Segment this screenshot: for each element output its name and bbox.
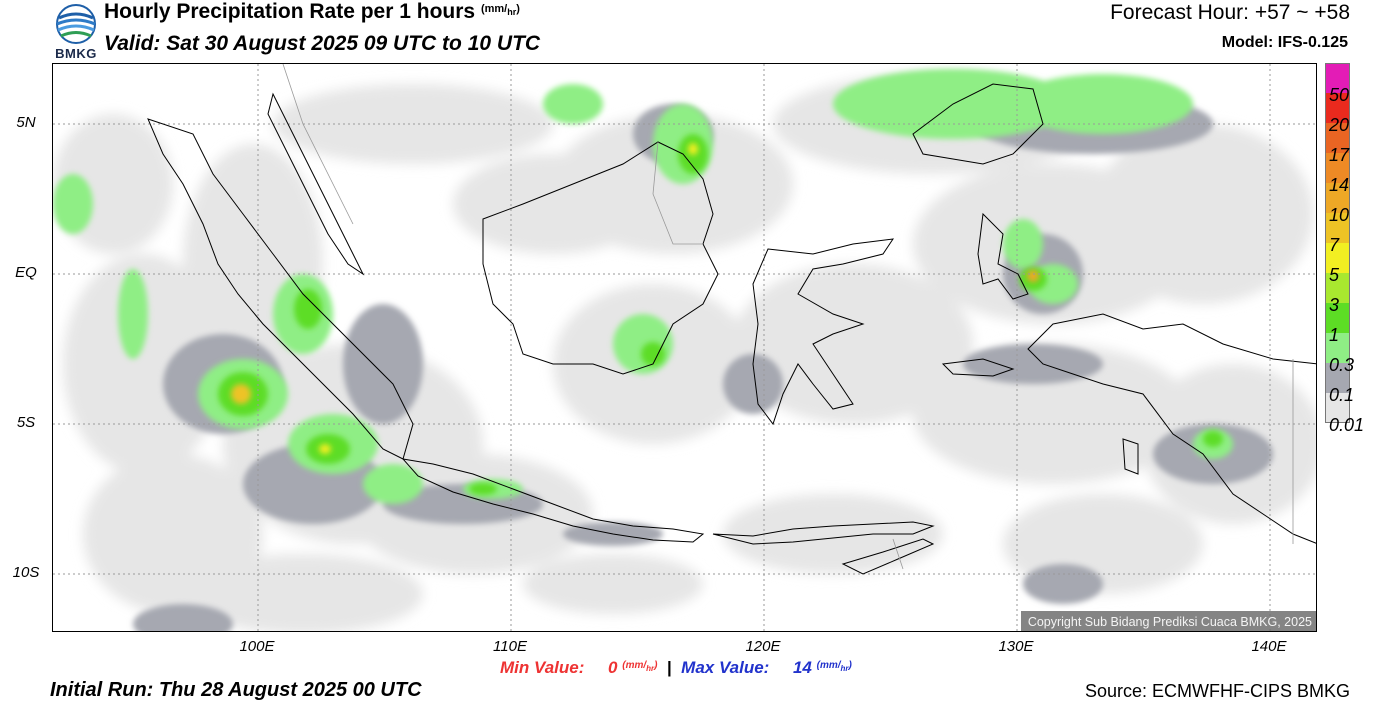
- title-unit: (mm/hr): [480, 3, 520, 17]
- lat-label-5s: 5S: [16, 414, 36, 431]
- colorbar-label: 14: [1329, 175, 1350, 195]
- coastlines: [147, 83, 1316, 575]
- coast-halmahera: [977, 212, 1029, 300]
- coast-aru: [1122, 438, 1139, 475]
- colorbar-label: 0.01: [1329, 415, 1365, 435]
- colorbar-label: 10: [1329, 205, 1350, 225]
- coast-sulawesi: [752, 238, 895, 426]
- colorbar-label: 20: [1329, 115, 1350, 135]
- colorbar-label: 17: [1329, 145, 1350, 165]
- colorbar-label: 0.3: [1329, 355, 1355, 375]
- lon-label-100e: 100E: [239, 638, 275, 655]
- copyright-label: Copyright Sub Bidang Prediksi Cuaca BMKG…: [1020, 611, 1316, 631]
- page-title: Hourly Precipitation Rate per 1 hours (m…: [104, 0, 520, 24]
- lat-label-5n: 5N: [16, 114, 36, 131]
- logo-text: BMKG: [55, 46, 97, 61]
- colorbar-segment: [1325, 123, 1350, 153]
- coast-borneo: [482, 141, 719, 375]
- colorbar-segment: [1325, 333, 1350, 363]
- min-value: 0: [608, 658, 618, 677]
- colorbar-segment: [1325, 363, 1350, 393]
- min-unit: (mm/hr): [622, 660, 658, 673]
- colorbar-label: 7: [1329, 235, 1340, 255]
- coast-java: [401, 458, 705, 543]
- bmkg-globe-icon: [56, 4, 96, 44]
- max-unit: (mm/hr): [816, 660, 852, 673]
- coast-timor: [841, 538, 935, 575]
- coast-mindanao: [912, 83, 1044, 165]
- coast-lesser-sunda: [712, 521, 935, 545]
- min-value-group: Min Value: 0 (mm/hr): [500, 658, 662, 677]
- min-max-separator: |: [662, 658, 677, 677]
- max-unit-top: mm: [819, 660, 838, 671]
- lat-label-10s: 10S: [12, 564, 40, 581]
- colorbar-segment: [1325, 303, 1350, 333]
- min-unit-top: mm: [625, 660, 644, 671]
- colorbar-label: 3: [1329, 295, 1340, 315]
- map-canvas: Copyright Sub Bidang Prediksi Cuaca BMKG…: [53, 64, 1316, 631]
- min-unit-bottom: hr: [646, 664, 655, 673]
- boundaries: [282, 64, 1294, 570]
- initial-run: Initial Run: Thu 28 August 2025 00 UTC: [50, 679, 422, 701]
- colorbar-segment: [1325, 393, 1350, 423]
- colorbar: [1325, 63, 1350, 423]
- lon-label-110e: 110E: [493, 638, 527, 655]
- colorbar-segment: [1325, 273, 1350, 303]
- lon-label-120e: 120E: [745, 638, 781, 655]
- bmkg-logo: BMKG: [50, 2, 102, 61]
- max-value: 14: [792, 658, 812, 677]
- title-text: Hourly Precipitation Rate per 1 hours: [104, 0, 476, 23]
- model-label: Model: IFS-0.125: [1221, 34, 1348, 51]
- coast-papua: [1027, 313, 1316, 544]
- colorbar-label: 1: [1329, 325, 1340, 345]
- forecast-hour: Forecast Hour: +57 ~ +58: [1110, 1, 1350, 24]
- colorbar-label: 0.1: [1329, 385, 1355, 405]
- min-max-values: Min Value: 0 (mm/hr) | Max Value: 14 (mm…: [500, 658, 852, 678]
- colorbar-segment: [1325, 183, 1350, 213]
- colorbar-label: 5: [1329, 265, 1340, 285]
- colorbar-label: 50: [1329, 85, 1350, 105]
- min-label: Min Value:: [500, 658, 585, 677]
- coast-malay: [267, 92, 365, 276]
- lat-label-eq: EQ: [15, 264, 37, 281]
- valid-time: Valid: Sat 30 August 2025 09 UTC to 10 U…: [104, 32, 541, 55]
- max-label: Max Value:: [681, 658, 770, 677]
- colorbar-segment: [1325, 213, 1350, 243]
- lon-label-130e: 130E: [998, 638, 1034, 655]
- colorbar-segment: [1325, 63, 1350, 93]
- precipitation-map[interactable]: Copyright Sub Bidang Prediksi Cuaca BMKG…: [52, 63, 1317, 632]
- colorbar-segment: [1325, 93, 1350, 123]
- coast-seram: [941, 358, 1015, 377]
- max-value-group: Max Value: 14 (mm/hr): [681, 658, 852, 677]
- max-unit-bottom: hr: [840, 664, 849, 673]
- lat-lon-grid: [53, 64, 1316, 631]
- coast-sumatra: [147, 118, 414, 460]
- colorbar-segment: [1325, 243, 1350, 273]
- colorbar-segment: [1325, 153, 1350, 183]
- source-label: Source: ECMWFHF-CIPS BMKG: [1084, 681, 1350, 701]
- title-unit-bottom: hr: [507, 7, 517, 17]
- title-unit-top: mm: [484, 3, 505, 15]
- lon-label-140e: 140E: [1251, 638, 1287, 655]
- precip-layer-green: [218, 134, 1223, 495]
- precip-layer-cores: [231, 143, 1039, 454]
